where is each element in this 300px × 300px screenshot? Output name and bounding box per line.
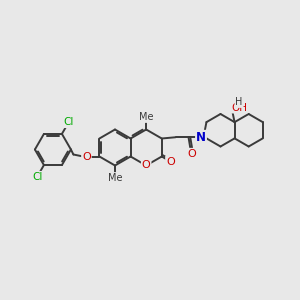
Text: O: O: [166, 157, 175, 166]
Text: OH: OH: [231, 103, 247, 112]
Text: O: O: [188, 149, 196, 159]
Text: Cl: Cl: [32, 172, 42, 182]
Text: O: O: [82, 152, 91, 161]
Text: H: H: [236, 97, 243, 107]
Text: N: N: [196, 131, 206, 144]
Text: Me: Me: [139, 112, 153, 122]
Text: O: O: [142, 160, 151, 170]
Text: Cl: Cl: [64, 117, 74, 127]
Text: Me: Me: [108, 173, 122, 183]
